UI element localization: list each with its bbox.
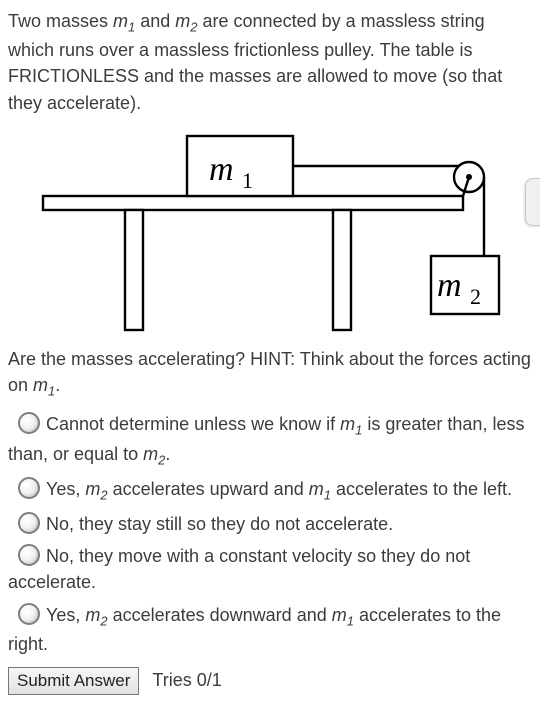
submit-answer-button[interactable]: Submit Answer <box>8 667 139 695</box>
intro-text-1: Two masses <box>8 11 113 31</box>
svg-text:2: 2 <box>470 284 481 309</box>
svg-text:1: 1 <box>242 168 253 193</box>
tries-counter: Tries 0/1 <box>152 670 221 690</box>
answer-option: Yes, m2 accelerates upward and m1 accele… <box>8 476 532 505</box>
intro-m2-sub: 2 <box>190 20 197 35</box>
pulley-diagram: m 1 m 2 <box>8 124 532 336</box>
option-text: Yes, m2 accelerates downward and m1 acce… <box>8 605 501 654</box>
intro-m1-var: m <box>113 11 128 31</box>
answer-option: No, they stay still so they do not accel… <box>8 511 532 537</box>
intro-m2-var: m <box>175 11 190 31</box>
answer-option: Cannot determine unless we know if m1 is… <box>8 411 532 470</box>
svg-text:m: m <box>437 267 462 304</box>
question-intro: Two masses m1 and m2 are connected by a … <box>8 8 532 116</box>
radio-button[interactable] <box>18 412 40 434</box>
side-handle[interactable] <box>525 178 540 226</box>
prompt-text-2: . <box>55 375 60 395</box>
prompt-m1-var: m <box>33 375 48 395</box>
answer-option: No, they move with a constant velocity s… <box>8 543 532 595</box>
options-list: Cannot determine unless we know if m1 is… <box>8 411 532 657</box>
radio-button[interactable] <box>18 544 40 566</box>
prompt-text-1: Are the masses accelerating? HINT: Think… <box>8 349 531 395</box>
option-text: Cannot determine unless we know if m1 is… <box>8 414 524 463</box>
submit-row: Submit Answer Tries 0/1 <box>8 667 532 695</box>
svg-text:m: m <box>209 151 234 188</box>
option-text: No, they stay still so they do not accel… <box>46 514 393 534</box>
intro-text-2: and <box>135 11 175 31</box>
option-text: No, they move with a constant velocity s… <box>8 546 470 592</box>
question-prompt: Are the masses accelerating? HINT: Think… <box>8 346 532 401</box>
answer-option: Yes, m2 accelerates downward and m1 acce… <box>8 602 532 657</box>
option-text: Yes, m2 accelerates upward and m1 accele… <box>46 479 512 499</box>
radio-button[interactable] <box>18 477 40 499</box>
radio-button[interactable] <box>18 512 40 534</box>
radio-button[interactable] <box>18 603 40 625</box>
